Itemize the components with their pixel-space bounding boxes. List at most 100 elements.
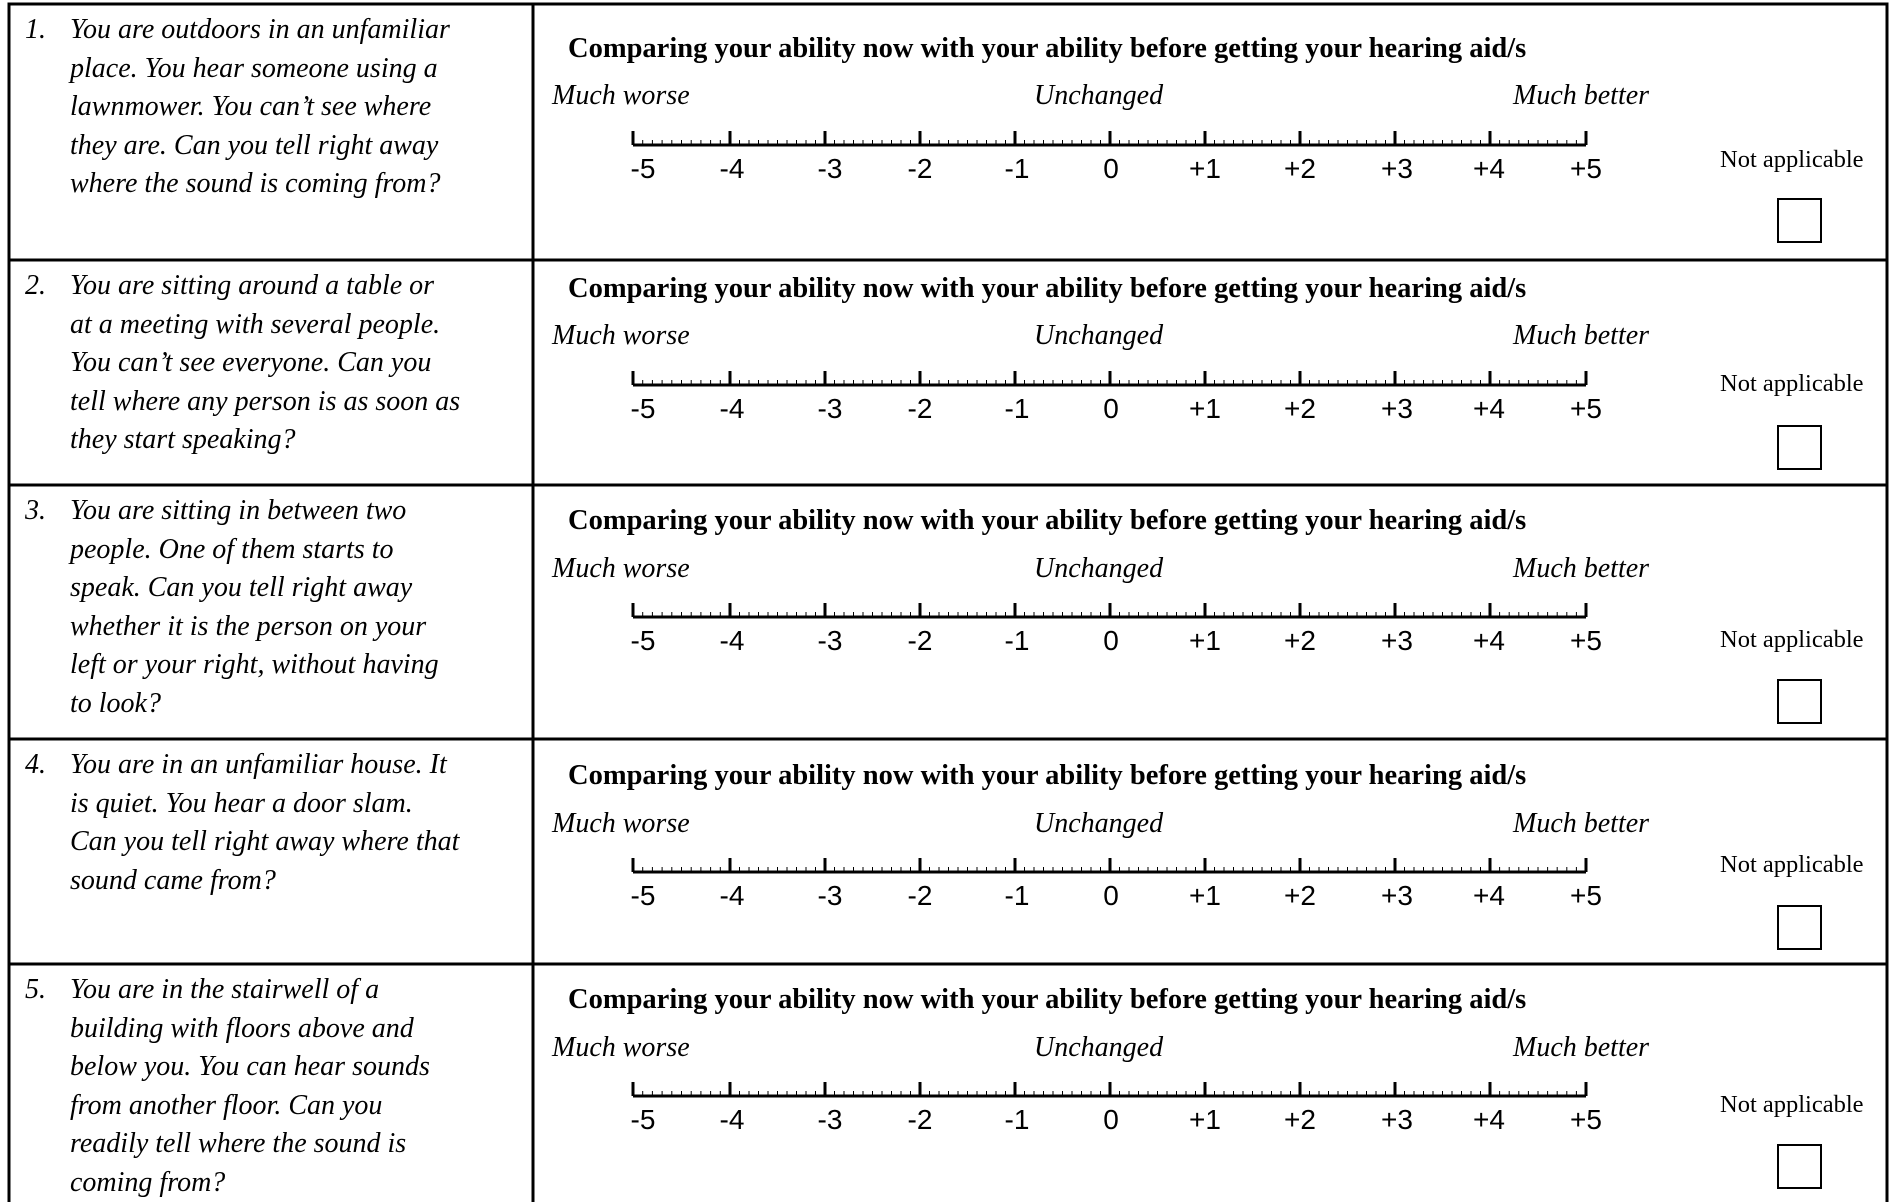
rating-scale[interactable]: -5 -4 -3 -2 -1 0 +1 +2 +3 +4 +5: [0, 578, 1889, 658]
scale-value-label[interactable]: +5: [1570, 880, 1602, 911]
scale-value-label[interactable]: -2: [908, 393, 933, 424]
question-text-line: You are in the stairwell of a: [70, 974, 380, 1005]
rating-scale[interactable]: -5 -4 -3 -2 -1 0 +1 +2 +3 +4 +5: [0, 833, 1889, 913]
scale-value-label[interactable]: +2: [1284, 153, 1316, 184]
rating-scale[interactable]: -5 -4 -3 -2 -1 0 +1 +2 +3 +4 +5: [0, 1057, 1889, 1137]
question-row: 4. You are in an unfamiliar house. It is q…: [0, 739, 1889, 964]
scale-value-label[interactable]: -3: [818, 1104, 843, 1135]
scale-value-label[interactable]: -5: [631, 153, 656, 184]
scale-value-label[interactable]: -4: [720, 153, 745, 184]
anchor-much-worse: Much worse: [552, 80, 690, 111]
scale-value-label[interactable]: +1: [1189, 393, 1221, 424]
scale-value-label[interactable]: -5: [631, 1104, 656, 1135]
scale-value-label[interactable]: -2: [908, 1104, 933, 1135]
question-text-line: readily tell where the sound is: [70, 1128, 407, 1159]
question-text: You are outdoors in an unfamiliar place. …: [70, 11, 530, 204]
scale-value-label[interactable]: -1: [1005, 880, 1030, 911]
scale-value-label[interactable]: +1: [1189, 625, 1221, 656]
comparison-heading: Comparing your ability now with your abi…: [568, 984, 1527, 1015]
question-text-line: You are outdoors in an unfamiliar: [70, 14, 450, 45]
scale-value-label[interactable]: +3: [1381, 625, 1413, 656]
scale-value-label[interactable]: -4: [720, 393, 745, 424]
scale-value-label[interactable]: +3: [1381, 393, 1413, 424]
scale-value-label[interactable]: +2: [1284, 1104, 1316, 1135]
scale-value-label[interactable]: -3: [818, 393, 843, 424]
question-text-line: left or your right, without having: [70, 649, 439, 680]
scale-value-label[interactable]: +2: [1284, 625, 1316, 656]
scale-value-label[interactable]: -2: [908, 153, 933, 184]
question-text-line: where the sound is coming from?: [70, 168, 441, 199]
not-applicable-checkbox[interactable]: [1777, 679, 1822, 724]
scale-value-label[interactable]: -4: [720, 880, 745, 911]
scale-value-label[interactable]: -1: [1005, 625, 1030, 656]
scale-value-label[interactable]: +4: [1473, 393, 1505, 424]
scale-value-label[interactable]: -3: [818, 625, 843, 656]
question-cell: 3. You are sitting in between two people. …: [0, 485, 531, 739]
scale-value-label[interactable]: -2: [908, 880, 933, 911]
question-number: 3.: [25, 495, 46, 526]
scale-value-label[interactable]: -1: [1005, 1104, 1030, 1135]
anchor-unchanged: Unchanged: [1034, 553, 1164, 584]
scale-value-label[interactable]: +4: [1473, 625, 1505, 656]
scale-value-label[interactable]: -2: [908, 625, 933, 656]
question-cell: 1. You are outdoors in an unfamiliar place…: [0, 4, 531, 260]
question-row: 2. You are sitting around a table or at a …: [0, 260, 1889, 485]
scale-value-label[interactable]: +5: [1570, 393, 1602, 424]
scale-value-label[interactable]: -5: [631, 880, 656, 911]
question-text-line: building with floors above and: [70, 1012, 414, 1044]
scale-value-label[interactable]: 0: [1103, 880, 1119, 911]
not-applicable-checkbox[interactable]: [1777, 198, 1822, 243]
anchor-unchanged: Unchanged: [1034, 1032, 1164, 1063]
comparison-heading: Comparing your ability now with your abi…: [568, 33, 1527, 64]
scale-value-label[interactable]: 0: [1103, 153, 1119, 184]
not-applicable-checkbox[interactable]: [1777, 1144, 1822, 1189]
question-number: 5.: [25, 974, 46, 1005]
scale-value-label[interactable]: +4: [1473, 1104, 1505, 1135]
scale-value-label[interactable]: +3: [1381, 1104, 1413, 1135]
scale-value-label[interactable]: +1: [1189, 153, 1221, 184]
question-text: You are sitting in between two people. On…: [70, 492, 530, 723]
scale-value-label[interactable]: -1: [1005, 153, 1030, 184]
scale-value-label[interactable]: +2: [1284, 393, 1316, 424]
question-text-line: whether it is the person on your: [70, 610, 427, 642]
scale-value-label[interactable]: +5: [1570, 1104, 1602, 1135]
scale-value-label[interactable]: +5: [1570, 625, 1602, 656]
scale-value-label[interactable]: -5: [631, 625, 656, 656]
question-text-line: speak. Can you tell right away: [70, 572, 413, 603]
question-text-line: You are in an unfamiliar house. It: [70, 749, 447, 780]
question-text-line: is quiet. You hear a door slam.: [70, 787, 413, 819]
scale-value-label[interactable]: +2: [1284, 880, 1316, 911]
anchor-much-worse: Much worse: [552, 553, 690, 584]
scale-value-label[interactable]: -4: [720, 625, 745, 656]
scale-value-label[interactable]: 0: [1103, 393, 1119, 424]
question-text-line: to look?: [70, 687, 161, 719]
scale-value-label[interactable]: -3: [818, 153, 843, 184]
question-text-line: lawnmower. You can’t see where: [70, 91, 432, 122]
scale-value-label[interactable]: -5: [631, 393, 656, 424]
question-text-line: at a meeting with several people.: [70, 308, 441, 340]
anchor-unchanged: Unchanged: [1034, 808, 1164, 839]
not-applicable-checkbox[interactable]: [1777, 905, 1822, 950]
not-applicable-checkbox[interactable]: [1777, 425, 1822, 470]
scale-value-label[interactable]: -3: [818, 880, 843, 911]
scale-value-label[interactable]: -4: [720, 1104, 745, 1135]
rating-scale[interactable]: -5 -4 -3 -2 -1 0 +1 +2 +3 +4 +5: [0, 106, 1889, 186]
comparison-heading: Comparing your ability now with your abi…: [568, 505, 1527, 536]
scale-value-label[interactable]: +3: [1381, 880, 1413, 911]
question-text-line: You are sitting in between two: [70, 495, 407, 526]
question-text-line: they are. Can you tell right away: [70, 129, 439, 161]
scale-value-label[interactable]: -1: [1005, 393, 1030, 424]
rating-scale[interactable]: -5 -4 -3 -2 -1 0 +1 +2 +3 +4 +5: [0, 346, 1889, 426]
scale-value-label[interactable]: +1: [1189, 880, 1221, 911]
scale-value-label[interactable]: +3: [1381, 153, 1413, 184]
question-text-line: they start speaking?: [70, 424, 296, 455]
scale-value-label[interactable]: +4: [1473, 880, 1505, 911]
scale-value-label[interactable]: 0: [1103, 625, 1119, 656]
scale-value-label[interactable]: +4: [1473, 153, 1505, 184]
question-cell: 5. You are in the stairwell of a building …: [0, 964, 531, 1202]
question-row: 5. You are in the stairwell of a building …: [0, 964, 1889, 1202]
scale-value-label[interactable]: +1: [1189, 1104, 1221, 1135]
scale-value-label[interactable]: +5: [1570, 153, 1602, 184]
scale-value-label[interactable]: 0: [1103, 1104, 1119, 1135]
